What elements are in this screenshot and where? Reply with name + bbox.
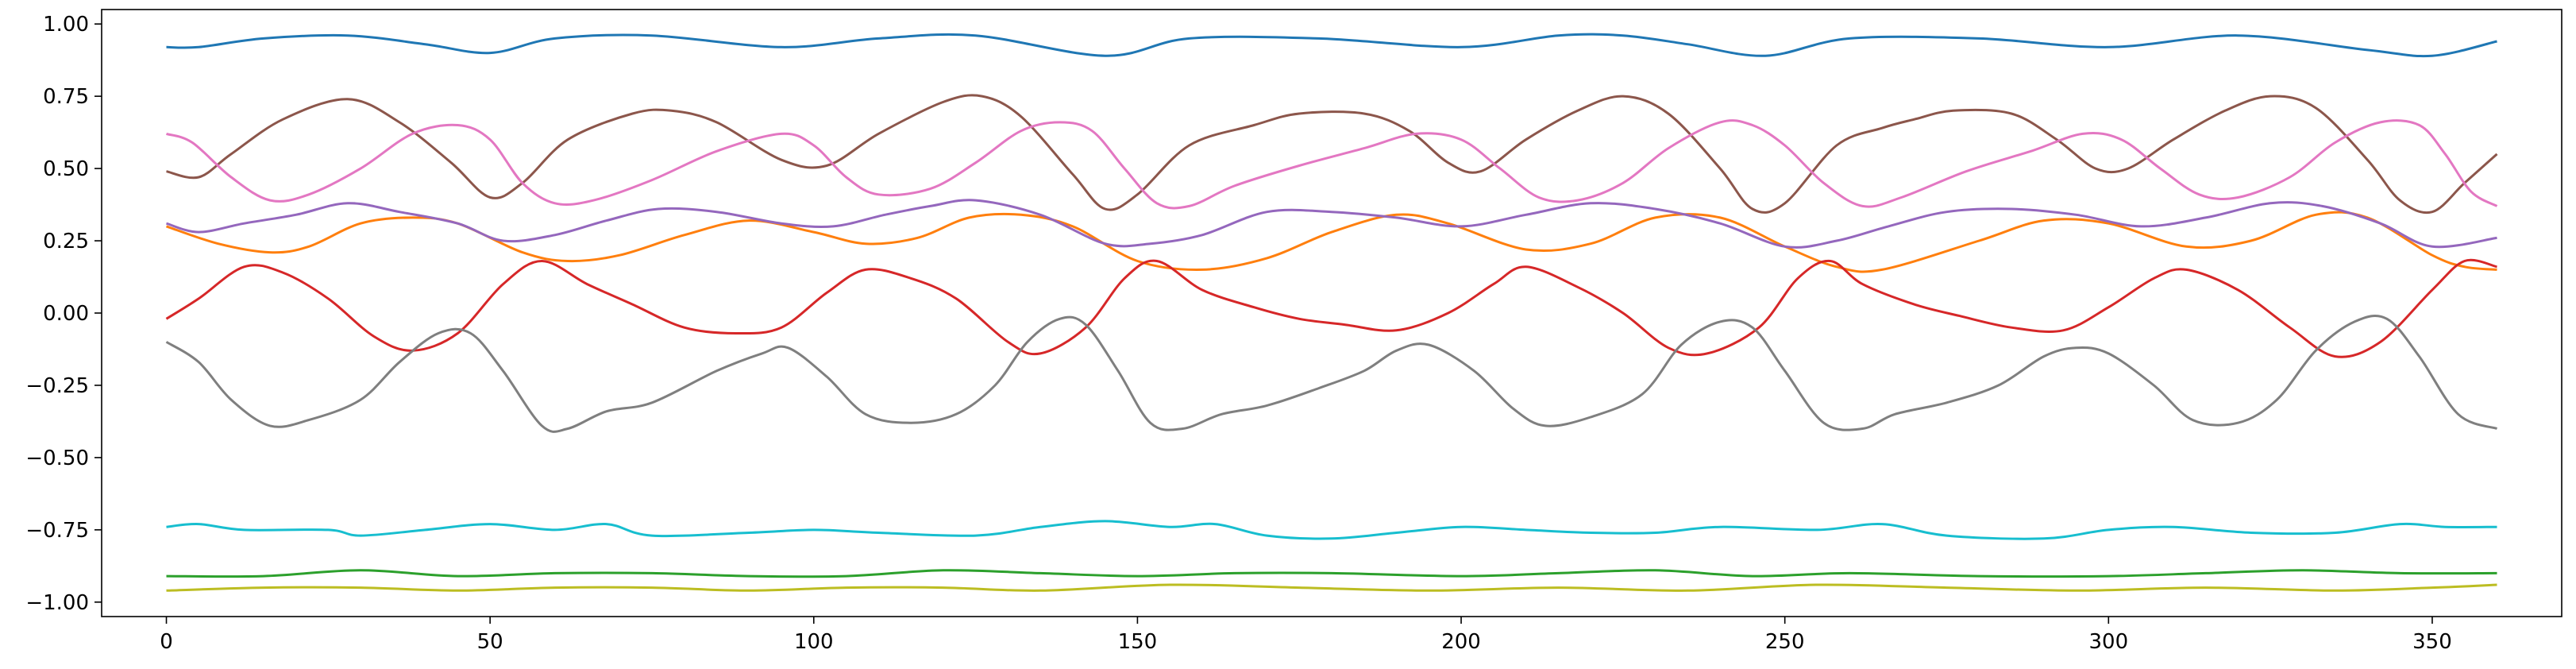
x-axis: 0 50 100 150 200 250 300 350 [160, 617, 2452, 654]
x-tick-label: 100 [794, 630, 834, 654]
series-line-3 [166, 569, 2497, 578]
x-tick-label: 50 [477, 630, 503, 654]
x-tick-label: 250 [1765, 630, 1805, 654]
series-line-4 [165, 258, 2497, 358]
x-tick-label: 200 [1441, 630, 1481, 654]
y-tick-label: 0.50 [43, 157, 89, 181]
y-tick-label: −0.50 [25, 447, 89, 470]
x-tick-label: 150 [1118, 630, 1158, 654]
series-layer [165, 33, 2498, 592]
series-line-7 [166, 119, 2498, 210]
x-tick-label: 300 [2088, 630, 2128, 654]
y-tick-label: −0.25 [25, 374, 89, 398]
y-axis: −1.00 −0.75 −0.50 −0.25 0.00 0.25 0.50 0.75 1.00 [25, 13, 102, 615]
series-line-8 [165, 314, 2498, 433]
y-tick-label: −0.75 [25, 519, 89, 543]
y-tick-label: 0.75 [43, 85, 89, 109]
series-line-9 [166, 583, 2497, 592]
series-line-2 [166, 211, 2497, 273]
series-line-5 [166, 199, 2497, 249]
y-tick-label: 1.00 [43, 13, 89, 37]
y-tick-label: 0.00 [43, 302, 89, 326]
y-tick-label: 0.25 [43, 230, 89, 253]
x-tick-label: 350 [2412, 630, 2452, 654]
series-line-1 [166, 33, 2497, 58]
y-tick-label: −1.00 [25, 591, 89, 615]
x-tick-label: 0 [160, 630, 173, 654]
series-line-10 [166, 520, 2497, 540]
series-line-6 [166, 94, 2498, 215]
